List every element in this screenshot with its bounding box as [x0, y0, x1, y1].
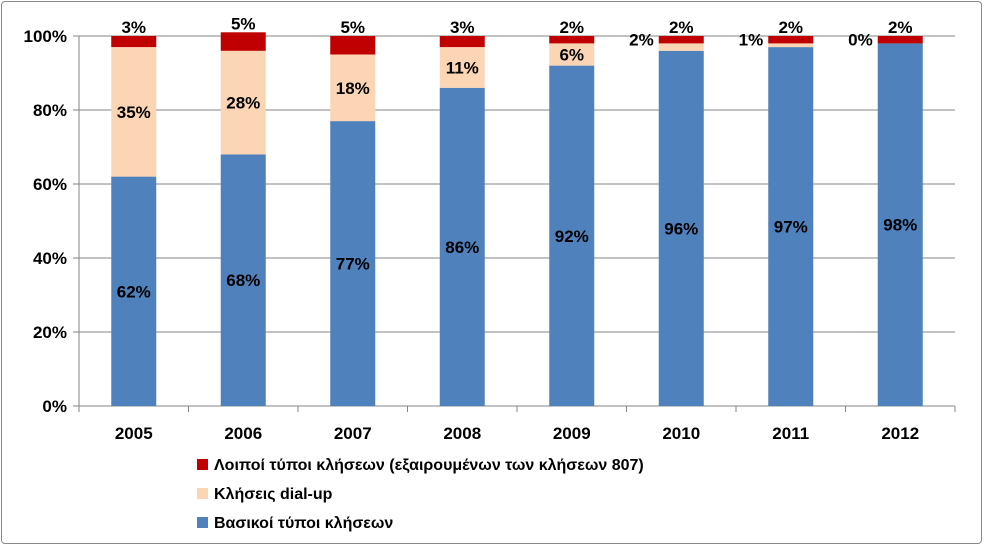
- legend-swatch: [197, 517, 208, 528]
- bar-segment: [877, 36, 923, 44]
- data-label: 2%: [778, 18, 803, 37]
- data-label: 92%: [555, 227, 589, 246]
- y-tick-label: 80%: [33, 101, 67, 120]
- y-tick-label: 20%: [33, 323, 67, 342]
- data-label: 1%: [739, 30, 764, 49]
- legend-label: Βασικοί τύποι κλήσεων: [214, 515, 393, 532]
- bar-segment: [330, 54, 376, 122]
- legend-swatch: [197, 459, 208, 470]
- bar-segment: [768, 36, 814, 44]
- data-label: 3%: [121, 18, 146, 37]
- bar-segment: [111, 47, 157, 177]
- data-label: 0%: [848, 30, 873, 49]
- bar-segment: [439, 47, 485, 88]
- x-tick-label: 2011: [772, 424, 809, 443]
- y-tick-label: 60%: [33, 175, 67, 194]
- y-tick-label: 40%: [33, 249, 67, 268]
- bar-segment: [549, 36, 595, 44]
- data-label: 98%: [883, 216, 917, 235]
- bar-segment: [658, 43, 704, 51]
- bar-segment: [220, 50, 266, 155]
- bar-segment: [439, 36, 485, 48]
- legend-label: Κλήσεις dial-up: [214, 486, 333, 503]
- bar-segment: [658, 36, 704, 44]
- data-label: 2%: [559, 18, 584, 37]
- x-tick-label: 2007: [334, 424, 372, 443]
- bar-segment: [768, 47, 814, 406]
- data-label: 96%: [664, 219, 698, 238]
- bar-segment: [877, 43, 923, 407]
- data-label: 97%: [774, 218, 808, 237]
- data-label: 2%: [888, 18, 913, 37]
- bar-segment: [768, 43, 814, 48]
- x-tick-label: 2008: [443, 424, 481, 443]
- bar-segment: [111, 36, 157, 48]
- data-label: 2%: [669, 18, 694, 37]
- x-tick-label: 2006: [224, 424, 262, 443]
- x-tick-label: 2010: [662, 424, 700, 443]
- data-label: 86%: [445, 238, 479, 257]
- bar-segment: [220, 32, 266, 51]
- data-label: 62%: [117, 282, 151, 301]
- legend-swatch: [197, 488, 208, 499]
- data-label: 5%: [231, 14, 256, 33]
- data-label: 3%: [450, 18, 475, 37]
- data-label: 11%: [446, 58, 479, 77]
- bar-segment: [439, 87, 485, 407]
- legend-label: Λοιποί τύποι κλήσεων (εξαιρουμένων των κ…: [214, 457, 644, 474]
- bar-segment: [330, 36, 376, 55]
- data-label: 28%: [226, 94, 260, 113]
- data-label: 5%: [340, 18, 365, 37]
- bar-segment: [549, 65, 595, 406]
- data-label: 18%: [336, 79, 370, 98]
- data-label: 68%: [226, 271, 260, 290]
- data-label: 6%: [559, 46, 584, 65]
- data-label: 35%: [117, 103, 151, 122]
- data-label: 2%: [629, 30, 654, 49]
- x-tick-label: 2005: [115, 424, 153, 443]
- bar-segment: [111, 176, 157, 406]
- x-tick-label: 2009: [553, 424, 591, 443]
- bar-segment: [330, 121, 376, 406]
- y-tick-label: 100%: [24, 27, 67, 46]
- bar-segment: [220, 154, 266, 406]
- bar-segment: [549, 43, 595, 66]
- bar-segment: [658, 50, 704, 407]
- x-tick-label: 2012: [881, 424, 919, 443]
- y-tick-label: 0%: [42, 397, 67, 416]
- data-label: 77%: [336, 255, 370, 274]
